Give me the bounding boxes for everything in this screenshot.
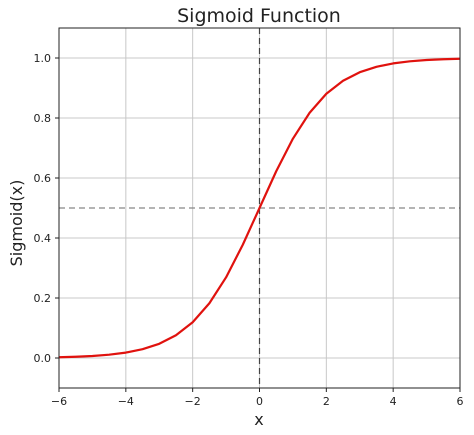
x-axis-ticks: −6 −4 −2 0 2 4 6 xyxy=(51,388,464,408)
data-series xyxy=(58,57,461,359)
y-tick-label: 0.6 xyxy=(34,172,52,185)
y-axis-label: Sigmoid(x) xyxy=(7,180,26,267)
x-tick-label: 4 xyxy=(390,395,397,408)
y-tick-label: 1.0 xyxy=(34,52,52,65)
y-tick-label: 0.2 xyxy=(34,292,52,305)
x-tick-label: 6 xyxy=(457,395,464,408)
x-tick-label: −4 xyxy=(118,395,134,408)
sigmoid-curve xyxy=(58,57,461,359)
chart-title: Sigmoid Function xyxy=(177,5,341,27)
y-axis-ticks: 0.0 0.2 0.4 0.6 0.8 1.0 xyxy=(34,52,59,365)
y-tick-label: 0.4 xyxy=(34,232,52,245)
y-tick-label: 0.0 xyxy=(34,352,52,365)
x-tick-label: 0 xyxy=(256,395,263,408)
x-tick-label: −2 xyxy=(185,395,201,408)
x-tick-label: −6 xyxy=(51,395,67,408)
y-tick-label: 0.8 xyxy=(34,112,52,125)
x-axis-label: x xyxy=(254,410,263,429)
x-tick-label: 2 xyxy=(323,395,330,408)
